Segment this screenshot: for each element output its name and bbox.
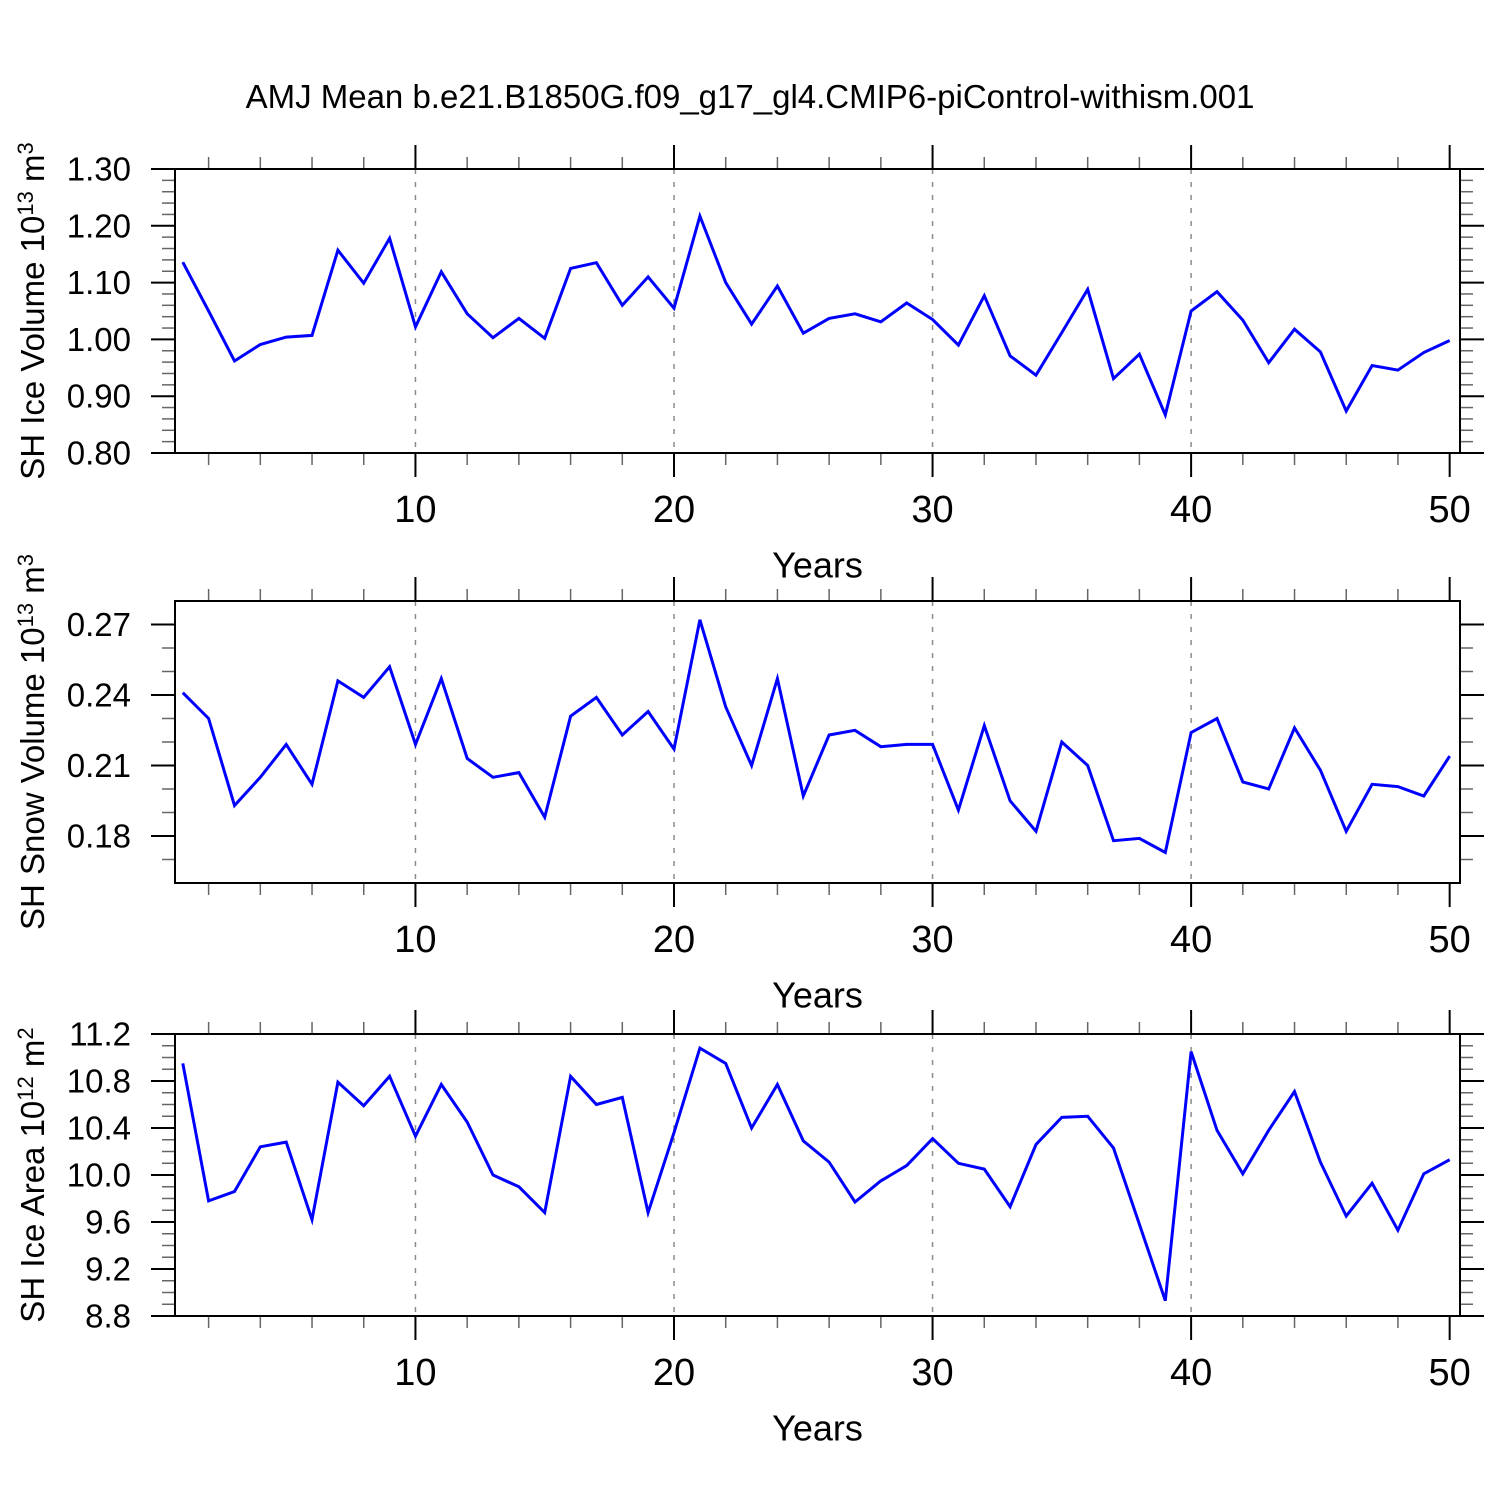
y-tick-label: 0.24	[67, 677, 131, 714]
y-tick-label: 1.20	[67, 207, 131, 244]
x-tick-label: 10	[394, 919, 436, 961]
y-tick-label: 8.8	[85, 1298, 131, 1335]
x-tick-label: 40	[1170, 1352, 1212, 1394]
y-axis-title: SH Snow Volume 1013 m3	[13, 554, 51, 930]
y-tick-label: 11.2	[69, 1016, 131, 1053]
y-tick-label: 10.8	[67, 1063, 131, 1100]
x-tick-label: 20	[653, 919, 695, 961]
y-tick-label: 0.18	[67, 818, 131, 855]
x-tick-label: 50	[1429, 489, 1471, 531]
x-tick-label: 30	[911, 489, 953, 531]
y-tick-label: 9.6	[85, 1204, 131, 1241]
x-tick-label: 10	[394, 489, 436, 531]
y-tick-label: 0.21	[67, 747, 131, 784]
data-line	[181, 619, 1451, 855]
x-tick-label: 20	[653, 489, 695, 531]
x-tick-label: 40	[1170, 489, 1212, 531]
y-tick-label: 1.00	[67, 321, 131, 358]
y-tick-label: 0.90	[67, 378, 131, 415]
plot-box	[174, 600, 1461, 884]
y-tick-label: 1.10	[67, 264, 131, 301]
x-tick-label: 50	[1429, 919, 1471, 961]
x-axis-title: Years	[772, 545, 863, 586]
x-tick-label: 30	[911, 1352, 953, 1394]
data-line	[181, 211, 1451, 420]
x-tick-label: 10	[394, 1352, 436, 1394]
x-tick-label: 50	[1429, 1352, 1471, 1394]
figure-title: AMJ Mean b.e21.B1850G.f09_g17_gl4.CMIP6-…	[245, 78, 1255, 115]
x-tick-label: 40	[1170, 919, 1212, 961]
plot-box	[174, 1033, 1461, 1317]
y-tick-label: 10.0	[67, 1157, 131, 1194]
y-tick-label: 0.27	[67, 606, 131, 643]
y-tick-label: 10.4	[67, 1110, 131, 1147]
y-tick-label: 0.80	[67, 435, 131, 472]
x-axis-title: Years	[772, 975, 863, 1016]
x-tick-label: 30	[911, 919, 953, 961]
x-tick-label: 20	[653, 1352, 695, 1394]
x-axis-title: Years	[772, 1408, 863, 1449]
plot-box	[174, 168, 1461, 454]
y-axis-title: SH Ice Volume 1013 m3	[13, 142, 51, 480]
data-line	[181, 1045, 1451, 1302]
y-axis-title: SH Ice Area 1012 m2	[13, 1027, 51, 1322]
y-tick-label: 1.30	[67, 151, 131, 188]
y-tick-label: 9.2	[85, 1251, 131, 1288]
